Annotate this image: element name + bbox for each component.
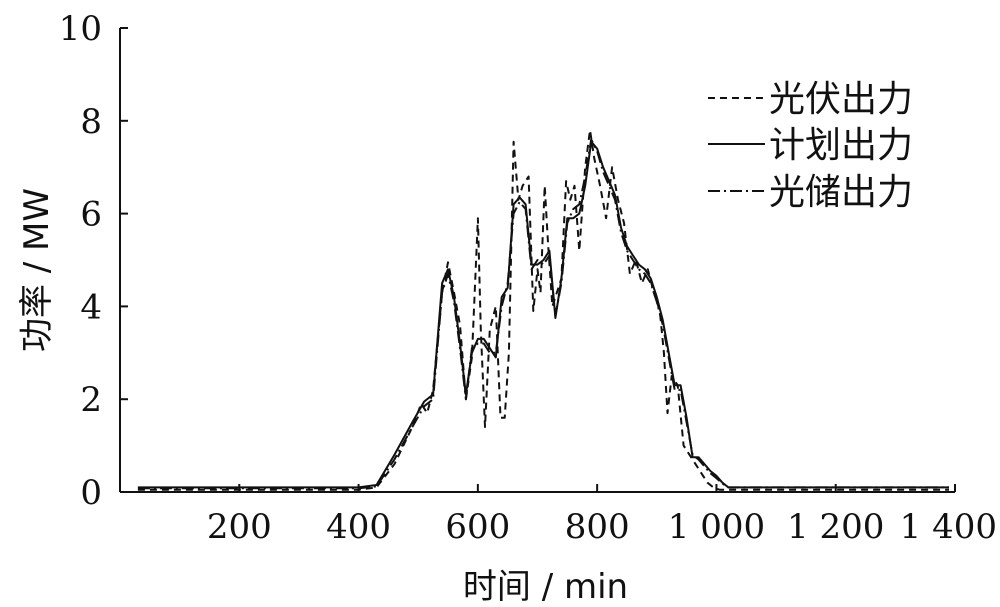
x-tick-label: 400	[326, 507, 391, 547]
y-tick-label: 10	[59, 9, 102, 49]
axes: 0 2 4 6 8 10 200 400 600 800 1 000 1 200 1 400 时间 / m…	[17, 9, 997, 607]
x-tick-label: 1 200	[787, 507, 884, 547]
y-axis-title: 功率 / MW	[17, 188, 57, 352]
y-tick-label: 4	[80, 287, 102, 327]
legend-label: 光伏出力	[769, 79, 913, 120]
y-tick-label: 2	[80, 380, 102, 420]
legend-label: 光储出力	[769, 172, 913, 213]
series-layer	[137, 129, 949, 491]
y-tick-label: 8	[80, 102, 102, 142]
y-tick-label: 0	[80, 473, 102, 513]
x-tick-label: 200	[207, 507, 272, 547]
series-line-dashed	[137, 129, 949, 491]
x-tick-label: 600	[445, 507, 510, 547]
x-tick-label: 1 400	[900, 507, 997, 547]
y-tick-label: 6	[80, 195, 102, 235]
x-axis-title: 时间 / min	[463, 567, 628, 607]
series-line-dashdot	[137, 138, 949, 490]
x-tick-label: 1 000	[668, 507, 765, 547]
legend-label: 计划出力	[769, 125, 913, 166]
x-tick-label: 800	[565, 507, 630, 547]
